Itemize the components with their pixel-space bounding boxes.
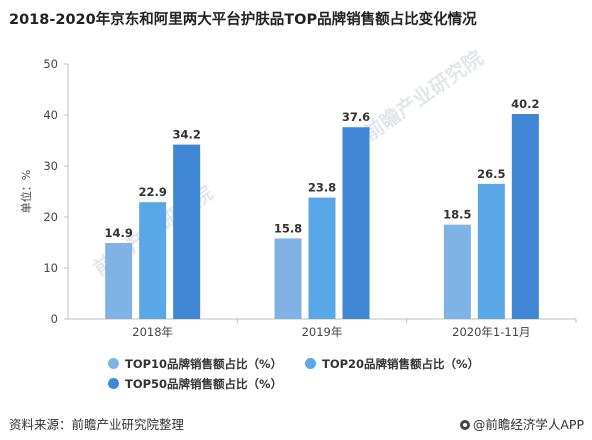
bar (173, 144, 201, 319)
y-tick-label: 30 (43, 159, 58, 173)
data-label: 15.8 (274, 221, 302, 235)
data-label: 40.2 (511, 97, 539, 111)
bar (105, 243, 133, 319)
legend-item-top20: TOP20品牌销售额占比（%） (305, 356, 479, 372)
bar (308, 197, 336, 319)
legend-label-top20: TOP20品牌销售额占比（%） (322, 357, 480, 371)
bar (139, 202, 167, 319)
x-tick-label: 2018年 (132, 325, 173, 339)
data-label: 34.2 (172, 128, 200, 142)
y-axis-label: 单位：% (19, 170, 33, 213)
y-tick-label: 10 (43, 261, 58, 275)
source-note: 资料来源：前瞻产业研究院整理 (9, 417, 185, 432)
y-tick-label: 50 (43, 57, 58, 71)
data-label: 14.9 (104, 226, 132, 240)
y-tick-label: 0 (51, 312, 58, 326)
legend-label-top10: TOP10品牌销售额占比（%） (125, 357, 283, 371)
bar (443, 224, 471, 319)
legend-swatch-top10 (108, 358, 119, 369)
bar (342, 127, 370, 320)
legend-item-top10: TOP10品牌销售额占比（%） (108, 356, 282, 372)
bar (477, 183, 505, 319)
bar (511, 113, 539, 319)
brand-text: @前瞻经济学人APP (472, 417, 584, 432)
x-tick-label: 2020年1-11月 (452, 325, 530, 339)
bar (274, 238, 302, 319)
data-label: 22.9 (138, 185, 166, 199)
y-tick-label: 40 (43, 108, 58, 122)
brand-credit: @前瞻经济学人APP (459, 414, 584, 433)
y-tick-label: 20 (43, 210, 58, 224)
x-tick-label: 2019年 (302, 325, 343, 339)
data-label: 26.5 (477, 167, 505, 181)
legend-swatch-top20 (305, 358, 316, 369)
data-label: 23.8 (308, 181, 336, 195)
data-label: 18.5 (443, 208, 471, 222)
data-label: 37.6 (342, 110, 370, 124)
legend-swatch-top50 (108, 378, 119, 389)
brand-logo-icon (459, 420, 470, 430)
legend-label-top50: TOP50品牌销售额占比（%） (125, 377, 283, 391)
chart-title: 2018-2020年京东和阿里两大平台护肤品TOP品牌销售额占比变化情况 (9, 12, 477, 28)
legend-item-top50: TOP50品牌销售额占比（%） (108, 376, 282, 392)
